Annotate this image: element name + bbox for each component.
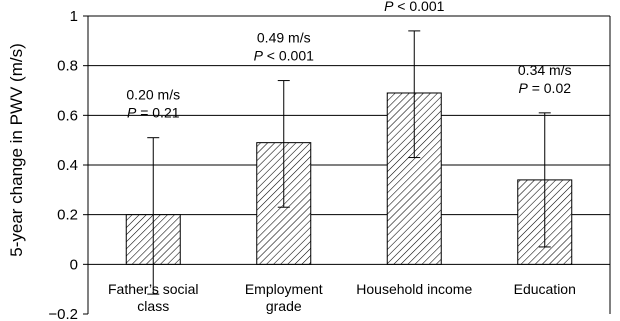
annotation-p-value: P < 0.001: [254, 48, 315, 64]
y-tick-label: 0.8: [57, 58, 78, 75]
y-tick-label: 1: [70, 8, 78, 25]
y-tick-label: 0: [70, 256, 78, 273]
y-tick-label: 0.6: [57, 107, 78, 124]
x-category-label: Education: [514, 281, 576, 297]
annotation-p-value: P < 0.001: [384, 0, 445, 14]
annotation-value: 0.49 m/s: [257, 30, 311, 46]
y-tick-label: −0.2: [48, 306, 78, 321]
x-category-label: Employment: [245, 281, 323, 297]
p-value-text: = 0.02: [528, 80, 571, 96]
y-tick-label: 0.2: [57, 207, 78, 224]
annotation-p-value: P = 0.02: [518, 80, 571, 96]
p-label: P: [518, 80, 528, 96]
annotation-value: 0.20 m/s: [126, 87, 180, 103]
x-category-label: grade: [266, 298, 302, 314]
error-bars: [147, 30, 551, 295]
y-axis-title: 5-year change in PWV (m/s): [7, 43, 26, 257]
y-tick-label: 0.4: [57, 157, 78, 174]
y-axis-ticks: −0.2 0 0.2 0.4 0.6 0.8 1: [48, 8, 88, 321]
p-label: P: [254, 48, 264, 64]
p-label: P: [127, 105, 137, 121]
x-category-label: Household income: [356, 281, 472, 297]
x-category-label: class: [137, 298, 169, 314]
p-value-text: = 0.21: [136, 105, 179, 121]
p-value-text: < 0.001: [393, 0, 444, 14]
x-category-label: Father’s social: [108, 281, 199, 297]
annotation-value: 0.34 m/s: [518, 62, 572, 78]
p-value-text: < 0.001: [263, 48, 314, 64]
annotation-p-value: P = 0.21: [127, 105, 180, 121]
p-label: P: [384, 0, 394, 14]
bars: [125, 92, 573, 265]
